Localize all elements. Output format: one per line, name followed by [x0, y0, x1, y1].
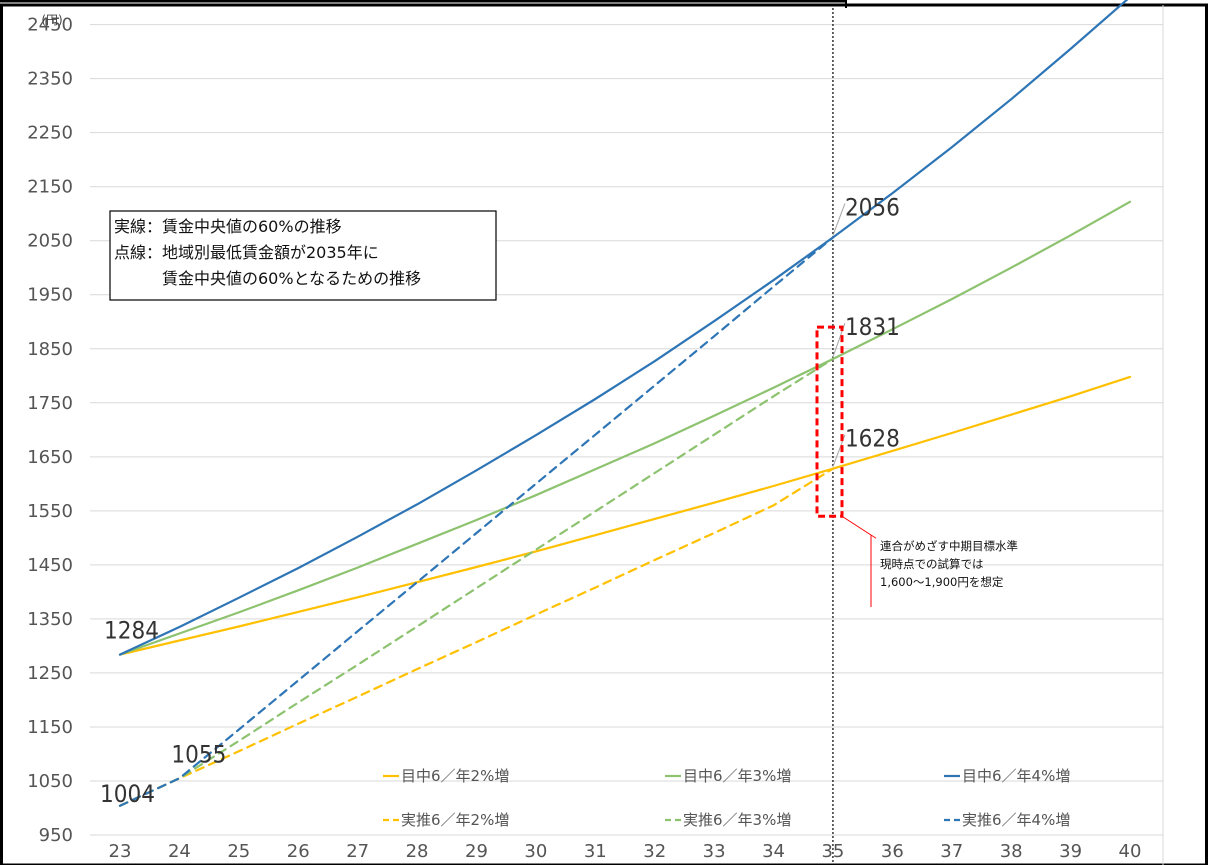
y-tick-label: 2050 — [27, 231, 73, 252]
y-tick-label: 1350 — [27, 609, 73, 630]
x-tick-label: 24 — [168, 841, 191, 862]
x-tick-label: 23 — [109, 841, 132, 862]
series-line-4 — [118, 467, 835, 807]
x-tick-label: 39 — [1059, 841, 1082, 862]
series-line-2 — [118, 200, 1132, 656]
data-label: 1284 — [104, 617, 159, 645]
grid — [90, 24, 1163, 836]
x-tick-label: 26 — [287, 841, 310, 862]
x-tick-label: 35 — [821, 841, 844, 862]
series-line-1 — [118, 375, 1132, 656]
y-tick-label: 2150 — [27, 177, 73, 198]
legend-label: 目中6／年3%増 — [683, 767, 791, 785]
x-tick-label: 27 — [346, 841, 369, 862]
explanation-line-dashed-cont: 賃金中央値の60%となるための推移 — [114, 269, 421, 288]
data-labels: 1284 1004 1055 2056 1831 1628 — [100, 193, 900, 807]
x-tick-label: 28 — [406, 841, 429, 862]
legend-label: 実推6／年2%増 — [401, 811, 509, 829]
y-tick-label: 1450 — [27, 555, 73, 576]
y-tick-label: 2450 — [27, 15, 73, 36]
y-tick-label: 2250 — [27, 123, 73, 144]
callout-leader-line — [841, 515, 877, 539]
explanation-line-dashed: 点線：地域別最低賃金額が2035年に — [114, 243, 379, 262]
y-tick-label: 1850 — [27, 339, 73, 360]
explanation-box: 実線：賃金中央値の60%の推移 点線：地域別最低賃金額が2035年に 賃金中央値… — [109, 210, 497, 301]
data-label: 2056 — [845, 193, 900, 221]
explanation-box-border — [109, 210, 497, 301]
outer-border — [0, 3, 1208, 865]
x-tick-label: 32 — [643, 841, 666, 862]
series-line-5 — [118, 357, 835, 807]
data-label: 1055 — [171, 740, 226, 768]
callout-line-2: 現時点での試算では — [880, 557, 984, 571]
legend-label: 目中6／年2%増 — [401, 767, 509, 785]
data-label: 1628 — [845, 425, 900, 453]
x-tick-label: 25 — [227, 841, 250, 862]
legend-label: 実推6／年3%増 — [683, 811, 791, 829]
y-tick-label: 1250 — [27, 663, 73, 684]
y-tick-label: 1950 — [27, 285, 73, 306]
x-tick-label: 40 — [1119, 841, 1142, 862]
data-label: 1831 — [845, 313, 900, 341]
target-range-box — [815, 325, 844, 518]
legend-label: 実推6／年4%増 — [962, 811, 1070, 829]
x-tick-label: 31 — [584, 841, 607, 862]
y-tick-label: 1050 — [27, 771, 73, 792]
x-tick-label: 30 — [524, 841, 547, 862]
y-unit-label: (円) — [41, 13, 62, 27]
x-tick-label: 29 — [465, 841, 488, 862]
series-group — [118, 0, 1132, 807]
series-line-6 — [118, 236, 835, 807]
x-tick-label: 38 — [1000, 841, 1023, 862]
x-tick-label: 34 — [762, 841, 785, 862]
target-callout: 連合がめざす中期目標水準 現時点での試算では 1,600～1,900円を想定 — [815, 325, 1018, 607]
callout-line-3: 1,600～1,900円を想定 — [880, 575, 1004, 589]
legend-label: 目中6／年4%増 — [962, 767, 1070, 785]
y-tick-label: 950 — [39, 825, 73, 846]
y-tick-label: 1650 — [27, 447, 73, 468]
callout-line-1: 連合がめざす中期目標水準 — [880, 539, 1018, 553]
axis-labels: 950 1050 1150 1250 1350 1450 1550 1650 1750 1850 1… — [27, 15, 1141, 862]
y-tick-label: 1750 — [27, 393, 73, 414]
y-tick-label: 2350 — [27, 69, 73, 90]
x-tick-label: 37 — [940, 841, 963, 862]
y-tick-label: 1550 — [27, 501, 73, 522]
data-label: 1004 — [100, 780, 155, 808]
y-tick-label: 1150 — [27, 717, 73, 738]
x-tick-label: 36 — [881, 841, 904, 862]
data-label-leader — [832, 203, 846, 236]
series-line-3 — [118, 0, 1129, 656]
x-tick-label: 33 — [703, 841, 726, 862]
explanation-line-solid: 実線：賃金中央値の60%の推移 — [114, 217, 342, 236]
